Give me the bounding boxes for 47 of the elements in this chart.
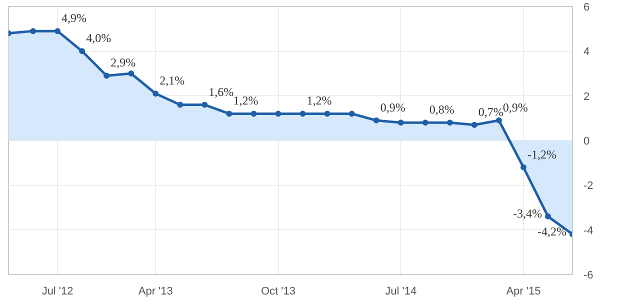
x-tick-label: Apr '15 bbox=[506, 286, 541, 298]
data-label: 1,2% bbox=[233, 94, 258, 108]
y-tick-label: -6 bbox=[584, 270, 594, 282]
y-tick-label: 6 bbox=[584, 2, 590, 14]
data-label: 0,9% bbox=[502, 100, 528, 114]
point bbox=[54, 28, 61, 34]
x-tick-label: Jul '14 bbox=[385, 286, 417, 298]
data-label: 2,9% bbox=[110, 56, 136, 70]
point bbox=[152, 90, 159, 97]
point bbox=[250, 110, 257, 117]
point bbox=[348, 110, 355, 117]
data-label: 0,8% bbox=[429, 102, 454, 117]
point bbox=[422, 120, 428, 126]
data-label: 4,9% bbox=[62, 11, 87, 26]
point bbox=[104, 72, 110, 79]
y-tick-label: -4 bbox=[584, 224, 594, 237]
y-tick-label: 2 bbox=[584, 90, 590, 103]
point bbox=[471, 122, 478, 128]
y-tick-label: 0 bbox=[584, 136, 590, 148]
point bbox=[177, 102, 184, 108]
y-tick-label: -2 bbox=[584, 180, 594, 192]
point bbox=[446, 120, 453, 126]
x-tick-label: Apr '13 bbox=[138, 286, 173, 298]
point bbox=[300, 110, 306, 117]
data-label: -4,2% bbox=[538, 224, 567, 238]
point bbox=[520, 164, 526, 170]
point bbox=[128, 70, 134, 76]
point bbox=[373, 117, 380, 124]
data-label: 4,0% bbox=[86, 31, 112, 46]
data-label: 1,2% bbox=[306, 94, 332, 108]
point bbox=[30, 28, 36, 34]
data-label: 0,9% bbox=[380, 100, 406, 114]
data-label: 0,7% bbox=[478, 104, 504, 119]
data-label: -1,2% bbox=[527, 147, 556, 162]
y-tick-label: 4 bbox=[584, 46, 590, 58]
data-label: 2,1% bbox=[160, 74, 185, 88]
point bbox=[398, 120, 404, 126]
point bbox=[324, 110, 330, 117]
point bbox=[79, 48, 86, 54]
point bbox=[544, 213, 551, 220]
data-label: 1,6% bbox=[208, 84, 234, 99]
point bbox=[226, 110, 232, 117]
point bbox=[275, 110, 282, 117]
x-tick-label: Jul '12 bbox=[42, 286, 74, 298]
point bbox=[202, 102, 208, 108]
x-tick-label: Oct '13 bbox=[260, 286, 296, 298]
data-label: -3,4% bbox=[512, 206, 542, 220]
